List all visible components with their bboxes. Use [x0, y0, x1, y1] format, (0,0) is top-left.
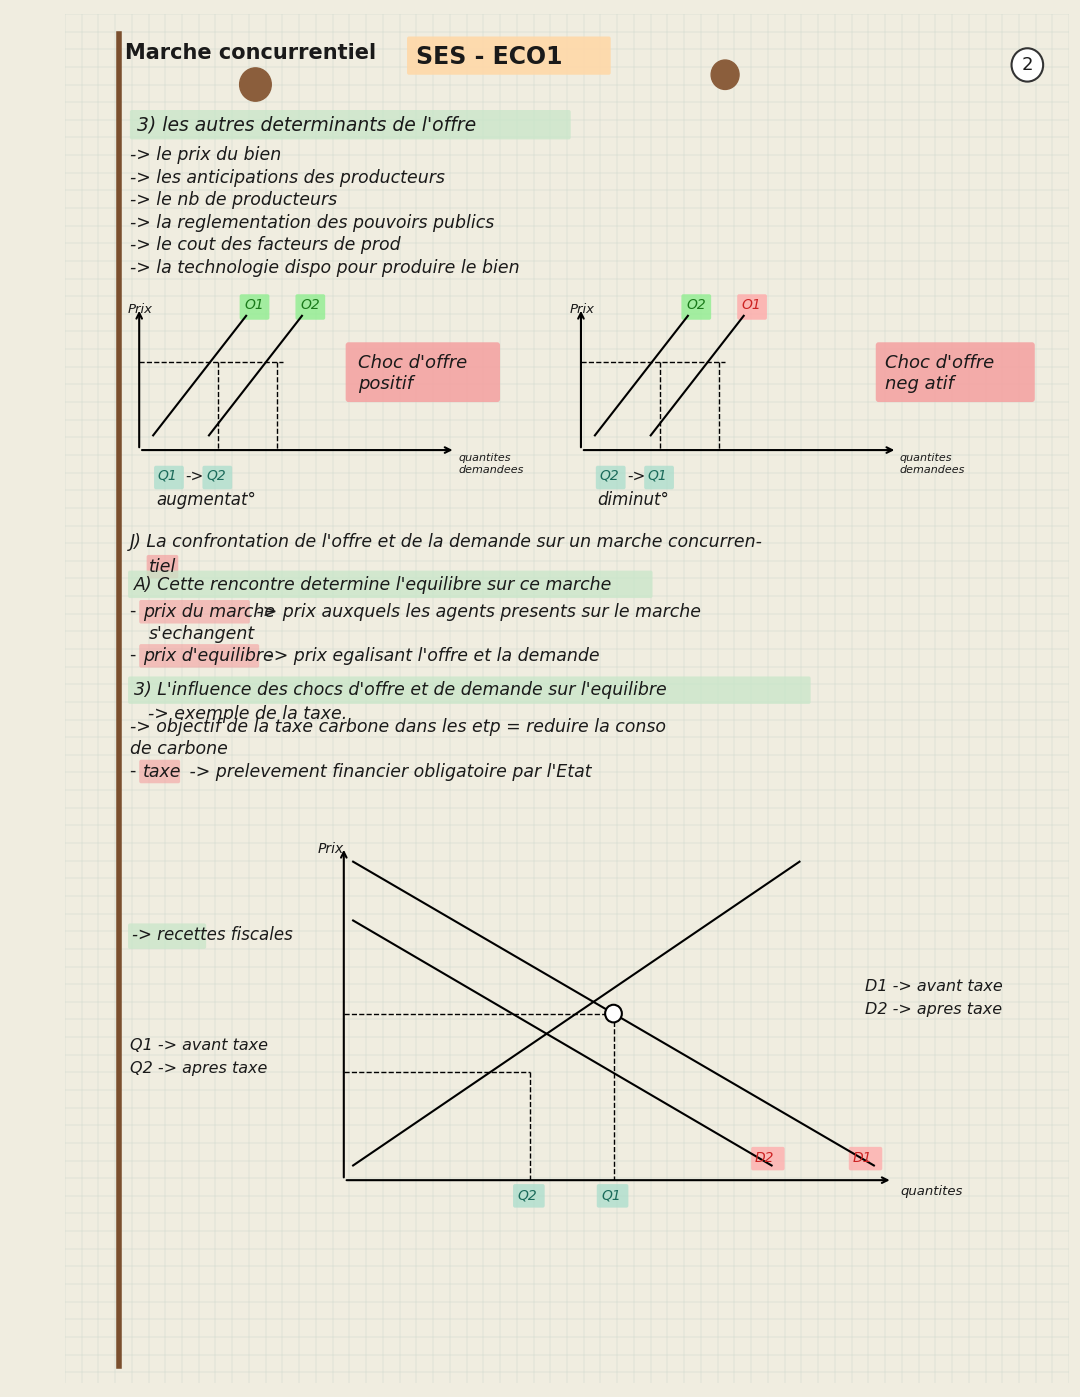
FancyBboxPatch shape: [202, 465, 232, 489]
Text: -> la reglementation des pouvoirs publics: -> la reglementation des pouvoirs public…: [130, 214, 495, 232]
FancyBboxPatch shape: [129, 923, 206, 949]
Text: diminut°: diminut°: [597, 492, 670, 510]
Text: -> objectif de la taxe carbone dans les etp = reduire la conso: -> objectif de la taxe carbone dans les …: [130, 718, 666, 736]
Text: O2: O2: [686, 298, 706, 312]
FancyBboxPatch shape: [644, 465, 674, 489]
Text: s'echangent: s'echangent: [149, 624, 255, 643]
FancyBboxPatch shape: [597, 1185, 629, 1207]
Text: ->: ->: [627, 468, 646, 483]
Text: -> les anticipations des producteurs: -> les anticipations des producteurs: [130, 169, 445, 187]
Text: D2 -> apres taxe: D2 -> apres taxe: [865, 1002, 1002, 1017]
Text: -: -: [130, 645, 141, 664]
Text: quantites
demandees: quantites demandees: [458, 453, 524, 475]
FancyBboxPatch shape: [849, 1147, 882, 1171]
Text: prix d'equilibre: prix d'equilibre: [143, 647, 273, 665]
Text: O1: O1: [244, 298, 264, 312]
Text: -> recettes fiscales: -> recettes fiscales: [132, 926, 293, 944]
FancyBboxPatch shape: [681, 295, 711, 320]
FancyBboxPatch shape: [147, 555, 178, 578]
Circle shape: [605, 1004, 622, 1023]
FancyBboxPatch shape: [154, 465, 184, 489]
Text: -: -: [130, 761, 141, 780]
Text: D2: D2: [755, 1151, 774, 1165]
Text: D1: D1: [852, 1151, 872, 1165]
FancyBboxPatch shape: [407, 36, 610, 74]
Text: ->: ->: [186, 468, 204, 483]
Text: -> prelevement financier obligatoire par l'Etat: -> prelevement financier obligatoire par…: [184, 763, 592, 781]
Text: Prix: Prix: [570, 303, 595, 316]
Text: de carbone: de carbone: [130, 740, 228, 759]
Text: taxe: taxe: [143, 763, 181, 781]
FancyBboxPatch shape: [139, 760, 180, 784]
Text: Q1: Q1: [648, 468, 667, 483]
Text: augmentat°: augmentat°: [156, 492, 256, 510]
Text: Q1: Q1: [158, 468, 177, 483]
Text: tiel: tiel: [149, 557, 176, 576]
Circle shape: [1012, 49, 1043, 81]
Text: Q1 -> avant taxe: Q1 -> avant taxe: [130, 1038, 268, 1053]
Text: D1 -> avant taxe: D1 -> avant taxe: [865, 979, 1002, 995]
FancyBboxPatch shape: [129, 676, 811, 704]
FancyBboxPatch shape: [346, 342, 500, 402]
Text: -> prix egalisant l'offre et la demande: -> prix egalisant l'offre et la demande: [262, 647, 599, 665]
Text: Q2 -> apres taxe: Q2 -> apres taxe: [130, 1060, 267, 1076]
Circle shape: [240, 68, 271, 101]
Text: Prix: Prix: [129, 303, 153, 316]
FancyBboxPatch shape: [876, 342, 1035, 402]
FancyBboxPatch shape: [240, 295, 269, 320]
Text: Q2: Q2: [206, 468, 226, 483]
Text: -> prix auxquels les agents presents sur le marche: -> prix auxquels les agents presents sur…: [251, 604, 701, 620]
FancyBboxPatch shape: [513, 1185, 544, 1207]
Text: 2: 2: [1022, 56, 1034, 74]
Text: O1: O1: [742, 298, 761, 312]
Text: Q1: Q1: [602, 1187, 621, 1201]
Text: quantites
demandees: quantites demandees: [900, 453, 966, 475]
Text: Prix: Prix: [318, 842, 345, 856]
FancyBboxPatch shape: [129, 570, 652, 598]
Text: -> exemple de la taxe.: -> exemple de la taxe.: [149, 705, 348, 722]
FancyBboxPatch shape: [139, 644, 259, 668]
FancyBboxPatch shape: [752, 1147, 785, 1171]
FancyBboxPatch shape: [596, 465, 625, 489]
FancyBboxPatch shape: [139, 599, 249, 623]
Text: O2: O2: [300, 298, 320, 312]
FancyBboxPatch shape: [296, 295, 325, 320]
Text: A) Cette rencontre determine l'equilibre sur ce marche: A) Cette rencontre determine l'equilibre…: [134, 576, 612, 594]
Text: prix du marche: prix du marche: [143, 604, 275, 620]
Text: -> la technologie dispo pour produire le bien: -> la technologie dispo pour produire le…: [130, 258, 519, 277]
Text: -> le nb de producteurs: -> le nb de producteurs: [130, 191, 337, 210]
Text: Choc d'offre
positif: Choc d'offre positif: [357, 353, 467, 393]
Text: Q2: Q2: [599, 468, 619, 483]
Text: Marche concurrentiel: Marche concurrentiel: [125, 43, 376, 63]
Text: J) La confrontation de l'offre et de la demande sur un marche concurren-: J) La confrontation de l'offre et de la …: [130, 534, 762, 552]
Text: -: -: [130, 602, 141, 620]
FancyBboxPatch shape: [738, 295, 767, 320]
Text: Q2: Q2: [517, 1187, 538, 1201]
Text: SES - ECO1: SES - ECO1: [417, 45, 563, 70]
Text: quantites: quantites: [900, 1185, 962, 1199]
Text: -> le cout des facteurs de prod: -> le cout des facteurs de prod: [130, 236, 401, 254]
FancyBboxPatch shape: [130, 110, 570, 140]
Text: 3) L'influence des chocs d'offre et de demande sur l'equilibre: 3) L'influence des chocs d'offre et de d…: [134, 682, 666, 700]
Text: 3) les autres determinants de l'offre: 3) les autres determinants de l'offre: [137, 116, 476, 136]
Text: -> le prix du bien: -> le prix du bien: [130, 147, 281, 165]
Circle shape: [711, 60, 739, 89]
Text: Choc d'offre
neg atif: Choc d'offre neg atif: [886, 353, 995, 393]
